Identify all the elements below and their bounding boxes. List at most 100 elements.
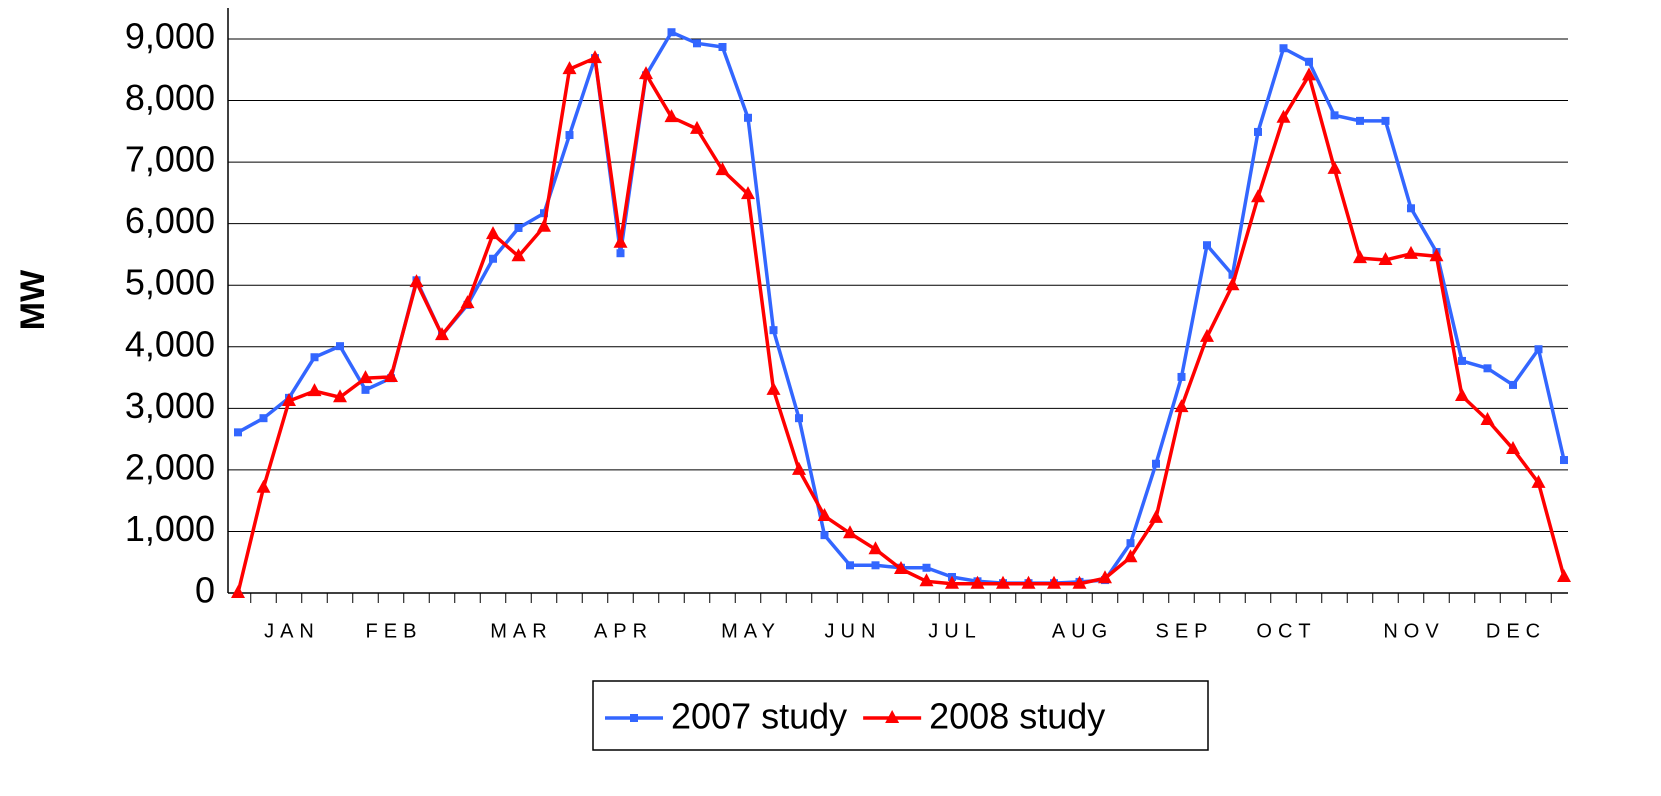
y-tick-label: 0 xyxy=(195,570,215,611)
marker xyxy=(1228,270,1237,279)
marker xyxy=(540,209,548,218)
marker xyxy=(1407,204,1415,213)
marker xyxy=(1378,251,1393,265)
y-tick-label: 8,000 xyxy=(125,77,215,118)
marker xyxy=(384,368,398,382)
series-line xyxy=(237,30,1566,585)
marker xyxy=(1458,356,1466,365)
marker xyxy=(1455,388,1469,402)
y-tick-label: 1,000 xyxy=(125,508,215,549)
marker xyxy=(639,66,653,80)
marker xyxy=(1429,248,1444,262)
marker xyxy=(715,162,730,176)
marker xyxy=(307,383,322,397)
x-tick-label: OCT xyxy=(1256,620,1316,642)
marker xyxy=(885,710,900,723)
y-tick-label: 4,000 xyxy=(125,323,215,364)
marker xyxy=(667,28,676,37)
x-tick-label: JUL xyxy=(928,620,982,642)
marker xyxy=(565,131,574,140)
marker xyxy=(970,575,985,589)
x-tick-label: FEB xyxy=(366,620,423,642)
marker xyxy=(945,575,959,589)
marker xyxy=(894,560,908,574)
marker xyxy=(817,508,832,522)
marker xyxy=(1353,250,1367,264)
marker xyxy=(664,109,679,123)
y-axis-label: MW xyxy=(14,269,52,330)
y-tick-label: 3,000 xyxy=(125,385,215,426)
marker xyxy=(1047,575,1061,589)
marker xyxy=(361,385,370,394)
marker xyxy=(1305,57,1313,66)
marker xyxy=(1531,474,1546,488)
marker xyxy=(514,223,523,232)
y-tick-label: 5,000 xyxy=(125,262,215,303)
marker xyxy=(792,461,806,475)
legend-box xyxy=(592,680,1209,751)
legend-label: 2007 study xyxy=(671,696,847,737)
marker xyxy=(630,714,638,722)
marker xyxy=(843,525,857,539)
marker xyxy=(256,479,271,493)
marker xyxy=(460,295,475,309)
y-tick-label: 7,000 xyxy=(125,139,215,180)
marker xyxy=(1506,440,1520,454)
marker xyxy=(358,370,373,384)
marker xyxy=(1021,575,1036,589)
marker xyxy=(868,541,883,555)
marker xyxy=(769,326,778,335)
marker xyxy=(1200,328,1214,342)
marker xyxy=(1560,456,1568,465)
marker xyxy=(537,218,551,232)
marker xyxy=(1534,345,1543,354)
marker xyxy=(871,561,880,570)
y-tick-label: 2,000 xyxy=(125,446,215,487)
y-tick-label: 6,000 xyxy=(125,200,215,241)
marker xyxy=(1381,116,1390,125)
marker xyxy=(766,381,781,395)
marker xyxy=(234,428,242,437)
marker xyxy=(231,585,245,598)
marker xyxy=(1404,245,1418,259)
marker xyxy=(1483,364,1492,373)
marker xyxy=(922,563,931,572)
marker xyxy=(1276,109,1291,123)
marker xyxy=(1149,509,1163,523)
marker xyxy=(1327,160,1342,174)
marker xyxy=(613,234,628,248)
marker xyxy=(820,531,829,540)
marker xyxy=(588,50,602,64)
marker xyxy=(718,43,727,52)
marker xyxy=(1072,575,1087,589)
marker xyxy=(489,254,497,263)
marker xyxy=(333,389,347,403)
marker xyxy=(1251,189,1265,203)
marker xyxy=(1509,380,1517,389)
y-tick-label: 9,000 xyxy=(125,16,215,57)
marker xyxy=(741,186,755,200)
marker xyxy=(1254,127,1262,136)
marker xyxy=(486,226,500,240)
marker xyxy=(1123,549,1138,563)
marker xyxy=(1203,241,1211,250)
marker xyxy=(693,39,701,48)
marker xyxy=(1302,67,1316,81)
marker xyxy=(1279,44,1288,53)
x-tick-label: DEC xyxy=(1486,620,1546,642)
x-tick-label: NOV xyxy=(1383,620,1444,642)
marker xyxy=(996,575,1010,589)
marker xyxy=(795,414,803,423)
marker xyxy=(282,392,296,406)
marker xyxy=(562,61,577,75)
marker xyxy=(1480,412,1495,426)
marker xyxy=(1098,570,1112,584)
x-tick-label: AUG xyxy=(1052,620,1113,642)
series-line xyxy=(236,56,1566,594)
marker xyxy=(1225,277,1240,291)
x-tick-label: SEP xyxy=(1155,620,1213,642)
marker xyxy=(336,342,344,351)
marker xyxy=(1557,568,1571,582)
x-tick-label: MAR xyxy=(490,620,552,642)
